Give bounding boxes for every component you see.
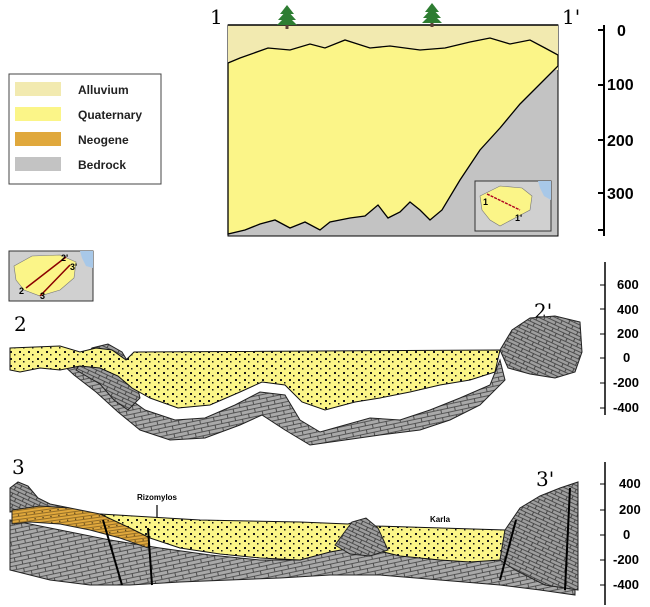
elevation-tick-label: 600 [617, 277, 639, 292]
legend: Alluvium Quaternary Neogene Bedrock [8, 73, 162, 185]
legend-label-bedrock: Bedrock [78, 158, 126, 172]
fault-line [564, 487, 571, 591]
legend-label-neogene: Neogene [78, 133, 129, 147]
legend-label-alluvium: Alluvium [78, 83, 129, 97]
neogene-layer [11, 505, 151, 549]
inset-label-2-prime: 2' [61, 253, 68, 263]
quaternary-layer [227, 37, 559, 235]
legend-swatch-alluvium [15, 82, 61, 96]
section-3-end-label: 3' [536, 467, 554, 491]
section-2-elevation-axis: 600 400 200 0 -200 -400 [600, 262, 639, 415]
section-3: 3 3' Rizomylos Karla 400 200 [9, 455, 641, 605]
legend-swatch-bedrock [15, 157, 61, 171]
tree-icon [422, 3, 442, 27]
tree-icon [277, 5, 297, 29]
bedrock-outcrop-right [499, 481, 579, 591]
quaternary-fill [9, 345, 501, 411]
elevation-tick-label: 200 [617, 326, 639, 341]
section-2: 2 2' 3 3' 2 2' 600 400 200 0 -200 [8, 250, 639, 446]
legend-label-quaternary: Quaternary [78, 108, 142, 122]
elevation-tick-label: 0 [623, 527, 630, 542]
bedrock-outcrop-right [499, 315, 583, 379]
inset-label-3-prime: 3' [70, 262, 77, 272]
section-2-start-label: 2 [14, 312, 27, 336]
fault-line [499, 519, 517, 581]
depth-tick-label: 200 [607, 133, 634, 150]
fault-line [147, 527, 153, 586]
section-1-start-label: 1 [210, 5, 223, 29]
elevation-tick-label: -200 [613, 552, 639, 567]
place-label-karla: Karla [430, 515, 451, 524]
elevation-tick-label: 400 [617, 302, 639, 317]
elevation-tick-label: -200 [613, 375, 639, 390]
elevation-tick-label: 400 [619, 476, 641, 491]
inset-start-label: 1 [483, 197, 488, 207]
depth-tick-label: 300 [607, 186, 634, 203]
legend-swatch-quaternary [15, 107, 61, 121]
section-1-end-label: 1' [562, 5, 580, 29]
depth-tick-label: 0 [617, 23, 626, 40]
section-2-inset-map: 2 2' 3 3' [8, 250, 94, 302]
fault-line [102, 519, 123, 586]
depth-axis: 0 100 200 300 [598, 23, 634, 236]
section-3-start-label: 3 [12, 455, 25, 479]
bedrock-outcrop-center [334, 517, 389, 557]
section-1: 1 1' 1 1' 0 100 200 300 [210, 3, 634, 237]
place-label-rizomylos: Rizomylos [137, 493, 178, 502]
elevation-tick-label: -400 [613, 577, 639, 592]
elevation-tick-label: 200 [619, 502, 641, 517]
section-3-elevation-axis: 400 200 0 -200 -400 [600, 462, 641, 605]
inset-end-label: 1' [515, 213, 522, 223]
legend-swatch-neogene [15, 132, 61, 146]
inset-label-3: 3 [40, 291, 45, 301]
elevation-tick-label: 0 [623, 350, 630, 365]
depth-tick-label: 100 [607, 77, 634, 94]
elevation-tick-label: -400 [613, 400, 639, 415]
section-1-inset-map: 1 1' [474, 180, 552, 232]
inset-label-2: 2 [19, 286, 24, 296]
